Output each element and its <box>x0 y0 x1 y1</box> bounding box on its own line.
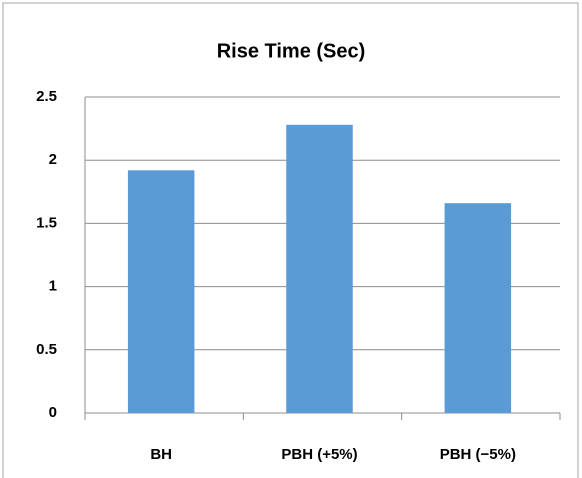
x-tick-label: PBH (−5%) <box>440 446 516 463</box>
y-tick-label: 2.5 <box>36 88 57 105</box>
bar <box>444 203 512 413</box>
bar <box>286 124 353 414</box>
y-tick-label: 1 <box>49 278 57 295</box>
y-tick-label: 1.5 <box>36 214 57 231</box>
y-tick-label: 2 <box>49 151 57 168</box>
bar <box>127 170 195 413</box>
chart-title: Rise Time (Sec) <box>217 40 366 62</box>
x-tick-label: BH <box>150 446 172 463</box>
y-tick-label: 0 <box>49 404 57 421</box>
x-tick-label: PBH (+5%) <box>281 446 357 463</box>
y-tick-label: 0.5 <box>36 341 57 358</box>
